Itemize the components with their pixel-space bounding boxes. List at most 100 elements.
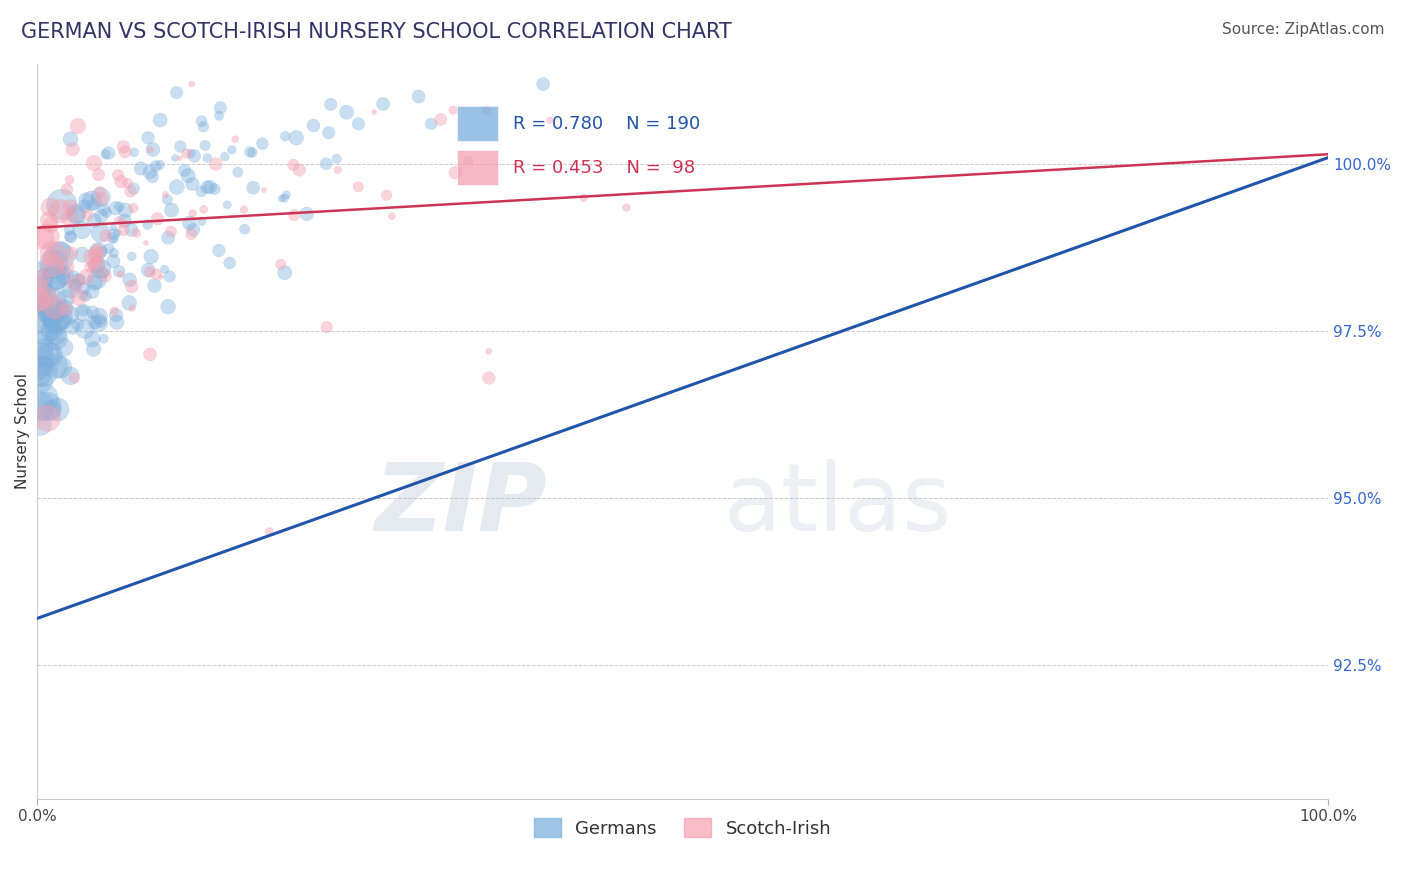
Point <box>49 360 72 375</box>
Point <box>62 142 84 156</box>
Point <box>233 202 256 217</box>
Y-axis label: Nursery School: Nursery School <box>15 374 30 490</box>
Point <box>37 290 59 304</box>
Point <box>217 198 239 212</box>
Point <box>239 145 262 159</box>
Text: atlas: atlas <box>723 458 952 551</box>
Point <box>181 206 204 220</box>
Point <box>59 132 82 146</box>
Point <box>103 254 125 268</box>
Point <box>27 300 49 314</box>
Point <box>166 86 188 100</box>
Point <box>59 283 82 297</box>
Point <box>193 202 215 217</box>
Point <box>103 246 125 260</box>
Point <box>59 211 82 226</box>
Point <box>169 151 191 165</box>
Point <box>121 249 143 263</box>
Text: R = 0.780    N = 190: R = 0.780 N = 190 <box>513 114 700 133</box>
Point <box>283 158 305 172</box>
Point <box>146 211 169 226</box>
Text: R = 0.453    N =  98: R = 0.453 N = 98 <box>513 159 696 177</box>
Point <box>30 375 52 389</box>
Point <box>141 250 163 264</box>
Point <box>475 103 498 117</box>
Point <box>55 260 77 275</box>
Point <box>63 371 86 385</box>
Point <box>120 185 142 199</box>
Point <box>84 249 107 263</box>
Point <box>65 206 87 220</box>
Point <box>107 168 129 182</box>
Point <box>72 305 94 319</box>
Point <box>143 278 166 293</box>
Point <box>35 400 58 414</box>
Point <box>205 157 228 171</box>
Point <box>195 180 218 194</box>
Point <box>110 175 132 189</box>
Point <box>270 191 292 205</box>
Point <box>183 149 205 163</box>
Point <box>408 89 430 103</box>
Point <box>28 400 51 414</box>
Point <box>444 166 467 180</box>
Point <box>46 269 69 284</box>
Point <box>67 290 90 304</box>
Point <box>94 228 117 243</box>
Point <box>253 183 276 197</box>
Point <box>87 243 110 257</box>
Point <box>347 179 370 194</box>
Point <box>80 250 103 264</box>
Point <box>66 318 89 332</box>
Point <box>180 77 202 91</box>
Point <box>72 303 94 318</box>
Point <box>59 368 82 383</box>
Point <box>96 205 118 219</box>
Point <box>41 312 63 326</box>
Point <box>94 147 117 161</box>
Point <box>315 320 337 334</box>
Point <box>616 201 638 215</box>
Point <box>110 267 132 281</box>
Point <box>276 187 298 202</box>
Point <box>318 126 340 140</box>
Point <box>73 322 96 336</box>
Point <box>288 163 311 178</box>
Point <box>39 200 62 214</box>
Point <box>41 296 63 310</box>
Point <box>224 132 246 146</box>
Point <box>80 194 103 208</box>
Point <box>39 219 62 233</box>
Point <box>242 181 264 195</box>
Point <box>84 258 107 272</box>
Point <box>51 197 73 211</box>
Point <box>65 208 87 222</box>
Point <box>118 273 141 287</box>
Point <box>478 371 501 385</box>
Point <box>60 230 83 244</box>
Point <box>31 365 53 379</box>
Point <box>441 103 464 118</box>
Point <box>107 213 129 227</box>
Point <box>105 315 128 329</box>
Point <box>169 139 191 153</box>
Point <box>347 117 370 131</box>
Point <box>121 301 143 315</box>
Point <box>478 344 501 359</box>
Point <box>122 201 145 215</box>
Point <box>94 268 117 283</box>
Point <box>27 367 49 381</box>
Point <box>221 143 243 157</box>
Point <box>163 151 186 165</box>
Point <box>283 208 305 222</box>
Point <box>69 273 91 287</box>
Point <box>27 361 49 376</box>
Point <box>118 296 141 310</box>
Point <box>139 143 162 157</box>
Point <box>34 271 56 285</box>
Point <box>70 223 93 237</box>
Point <box>38 213 60 227</box>
Point <box>420 117 443 131</box>
Point <box>83 156 105 170</box>
Point <box>319 97 342 112</box>
